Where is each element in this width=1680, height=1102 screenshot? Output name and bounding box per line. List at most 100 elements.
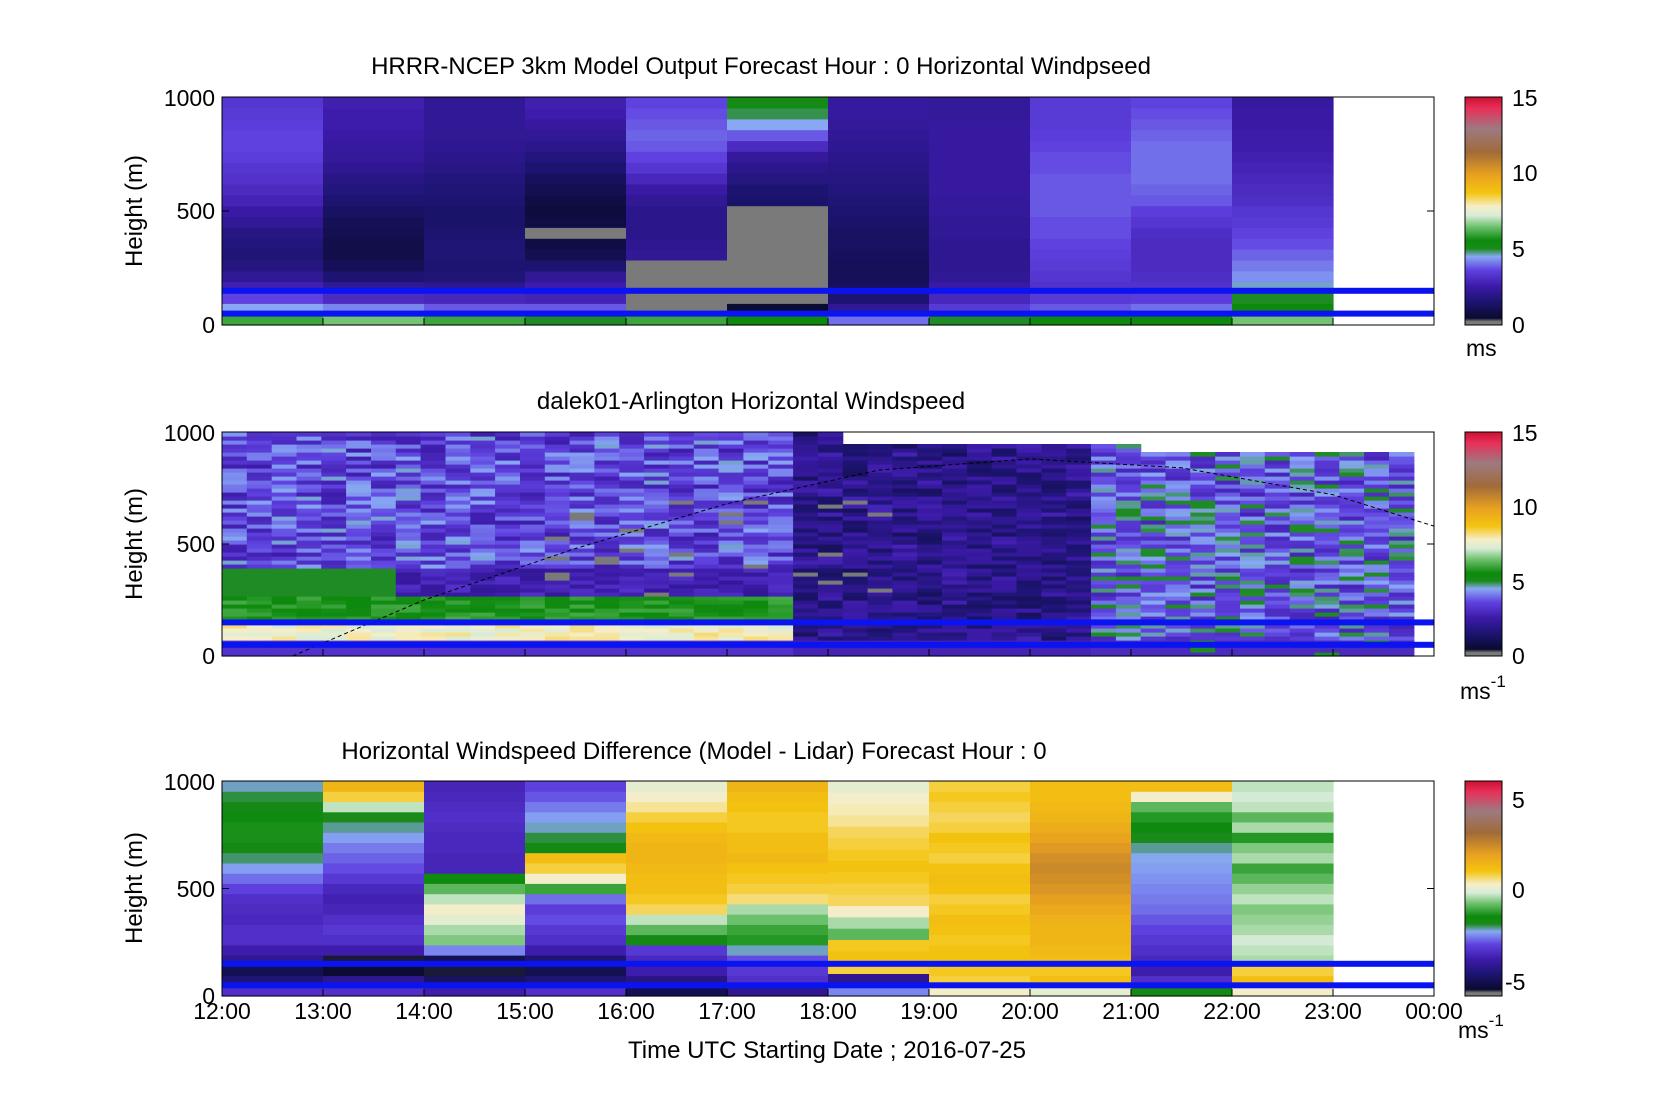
heatmap-cell (743, 512, 769, 517)
heatmap-cell (346, 432, 372, 437)
heatmap-cell (1289, 456, 1316, 461)
heatmap-cell (395, 432, 422, 437)
heatmap-cell (619, 440, 645, 445)
heatmap-cell (929, 985, 1031, 997)
heatmap-cell (470, 572, 496, 577)
heatmap-cell (768, 628, 794, 633)
heatmap-cell (271, 432, 298, 437)
heatmap-cell (644, 592, 670, 597)
heatmap-cell (768, 568, 794, 573)
heatmap-cell (445, 456, 471, 461)
heatmap-cell (727, 314, 829, 326)
heatmap-cell (246, 500, 273, 505)
heatmap-cell (743, 492, 769, 497)
heatmap-cell (222, 580, 248, 585)
heatmap-cell (222, 97, 324, 109)
heatmap-cell (929, 227, 1031, 239)
heatmap-cell (271, 548, 298, 553)
heatmap-cell (246, 440, 273, 445)
heatmap-cell (445, 624, 471, 629)
heatmap-cell (1339, 560, 1365, 565)
heatmap-cell (1240, 516, 1266, 521)
heatmap-cell (296, 504, 322, 509)
heatmap-cell (966, 508, 993, 513)
heatmap-cell (1289, 460, 1316, 465)
heatmap-cell (424, 852, 526, 864)
heatmap-cell (991, 632, 1018, 637)
heatmap-cell (1066, 476, 1092, 481)
heatmap-cell (420, 436, 446, 441)
heatmap-cell (727, 801, 829, 813)
heatmap-cell (321, 496, 347, 501)
heatmap-cell (544, 464, 571, 469)
heatmap-cell (594, 632, 620, 637)
heatmap-cell (842, 448, 869, 453)
heatmap-cell (420, 492, 446, 497)
heatmap-cell (668, 496, 695, 501)
heatmap-cell (817, 572, 844, 577)
heatmap-cell (544, 648, 571, 653)
heatmap-cell (1339, 564, 1365, 569)
heatmap-cell (420, 560, 446, 565)
heatmap-cell (1339, 652, 1365, 657)
heatmap-cell (395, 564, 422, 569)
heatmap-cell (1066, 536, 1092, 541)
heatmap-cell (520, 436, 546, 441)
heatmap-cell (966, 628, 993, 633)
heatmap-cell (1339, 580, 1365, 585)
heatmap-cell (626, 934, 728, 946)
heatmap-cell (371, 612, 397, 617)
heatmap-cell (991, 564, 1018, 569)
heatmap-cell (495, 556, 521, 561)
heatmap-cell (1339, 632, 1365, 637)
heatmap-cell (470, 604, 496, 609)
heatmap-cell (693, 560, 720, 565)
heatmap-cell (842, 488, 869, 493)
heatmap-cell (321, 580, 347, 585)
heatmap-cell (222, 822, 324, 833)
heatmap-cell (817, 472, 844, 477)
heatmap-cell (594, 448, 620, 453)
heatmap-cell (1016, 464, 1042, 469)
heatmap-cell (768, 432, 794, 437)
heatmap-cell (1016, 540, 1042, 545)
heatmap-cell (594, 596, 620, 601)
heatmap-cell (1215, 472, 1241, 477)
heatmap-cell (1240, 552, 1266, 557)
heatmap-cell (594, 612, 620, 617)
heatmap-cell (727, 862, 829, 874)
heatmap-cell (966, 540, 993, 545)
heatmap-cell (395, 496, 422, 501)
heatmap-cell (495, 568, 521, 573)
heatmap-cell (793, 512, 819, 517)
heatmap-cell (1364, 564, 1390, 569)
heatmap-cell (1016, 524, 1042, 529)
heatmap-cell (867, 616, 893, 621)
heatmap-cell (1041, 444, 1067, 449)
heatmap-cell (867, 596, 893, 601)
heatmap-cell (1091, 584, 1117, 589)
heatmap-cell (1131, 934, 1233, 946)
heatmap-cell (1232, 194, 1334, 207)
heatmap-cell (420, 460, 446, 465)
heatmap-cell (793, 456, 819, 461)
heatmap-cell (942, 548, 968, 553)
heatmap-cell (470, 480, 496, 485)
heatmap-cell (1041, 520, 1067, 525)
heatmap-cell (424, 985, 526, 997)
heatmap-cell (644, 532, 670, 537)
heatmap-cell (892, 520, 918, 525)
heatmap-cell (296, 432, 322, 437)
heatmap-cell (420, 496, 446, 501)
heatmap-cell (1165, 588, 1191, 593)
heatmap-cell (1165, 608, 1191, 613)
heatmap-cell (371, 532, 397, 537)
heatmap-cell (1016, 552, 1042, 557)
heatmap-cell (424, 822, 526, 833)
heatmap-cell (867, 452, 893, 457)
heatmap-cell (1314, 472, 1340, 477)
heatmap-cell (321, 612, 347, 617)
heatmap-cell (929, 934, 1031, 946)
heatmap-cell (569, 604, 595, 609)
heatmap-cell (793, 596, 819, 601)
